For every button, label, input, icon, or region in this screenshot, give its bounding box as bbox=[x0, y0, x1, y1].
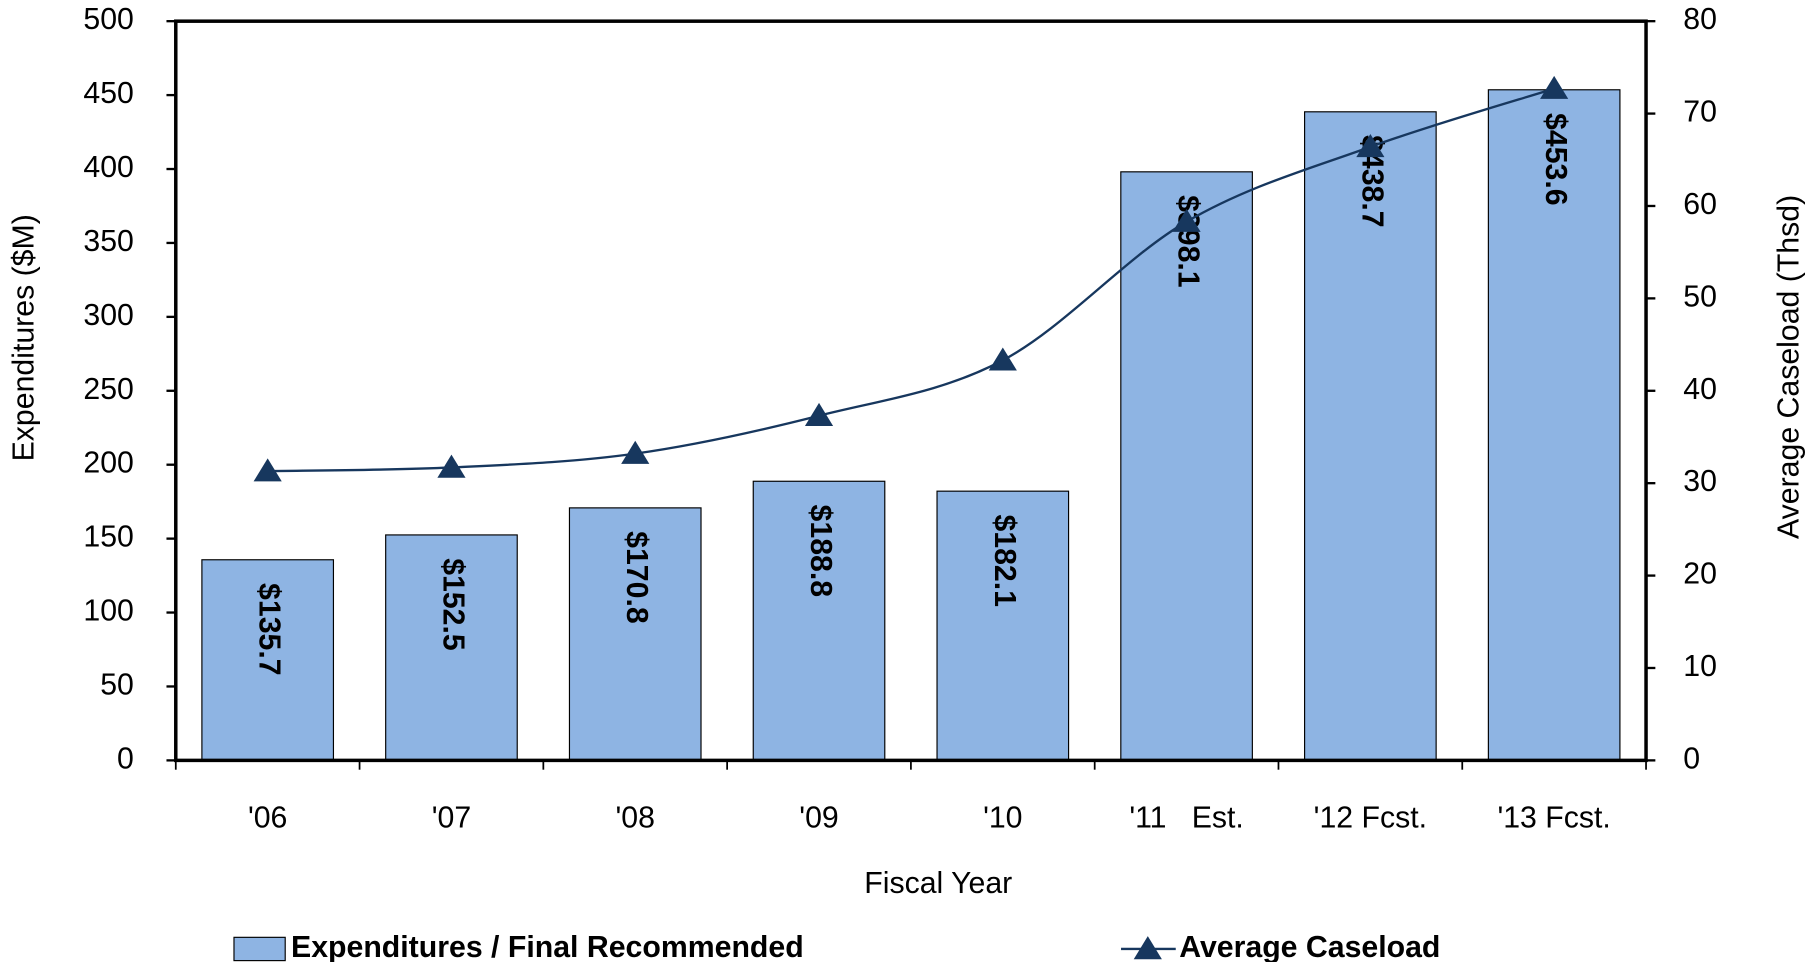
x-tick-label: '13 Fcst. bbox=[1497, 802, 1610, 835]
y2-tick-label: 80 bbox=[1683, 3, 1717, 36]
bar-value-label: $170.8 bbox=[620, 531, 653, 624]
y2-tick-label: 40 bbox=[1683, 373, 1717, 406]
x-tick-label: '07 bbox=[432, 802, 471, 835]
y2-tick-label: 0 bbox=[1683, 742, 1700, 775]
legend-label: Expenditures / Final Recommended bbox=[291, 931, 804, 962]
y2-tick-label: 60 bbox=[1683, 188, 1717, 221]
line-marker bbox=[1540, 75, 1569, 99]
bar bbox=[201, 559, 335, 761]
y-tick-label: 400 bbox=[83, 151, 133, 184]
x-tick-label: '08 bbox=[616, 802, 655, 835]
bar-value-label: $188.8 bbox=[804, 505, 837, 598]
y-tick-label: 200 bbox=[83, 447, 133, 480]
y-axis-title: Expenditures ($M) bbox=[8, 214, 41, 461]
y2-tick-label: 10 bbox=[1683, 650, 1717, 683]
x-tick-label: '11 Est. bbox=[1129, 802, 1244, 835]
legend-swatch bbox=[233, 936, 286, 962]
line-marker bbox=[437, 454, 466, 478]
y-tick-label: 150 bbox=[83, 521, 133, 554]
y-tick-label: 50 bbox=[100, 668, 134, 701]
y2-tick-label: 30 bbox=[1683, 465, 1717, 498]
y-tick-label: 100 bbox=[83, 595, 133, 628]
bar-value-label: $152.5 bbox=[436, 558, 469, 651]
x-tick-label: '10 bbox=[983, 802, 1022, 835]
bar-value-label: $453.6 bbox=[1539, 113, 1572, 206]
y-tick-label: 250 bbox=[83, 373, 133, 406]
line-marker bbox=[253, 458, 282, 482]
legend-label: Average Caseload bbox=[1179, 931, 1440, 962]
legend-marker bbox=[1133, 936, 1162, 960]
x-tick-label: '09 bbox=[799, 802, 838, 835]
line-marker bbox=[621, 440, 650, 464]
bar bbox=[385, 534, 518, 761]
bar-value-label: $135.7 bbox=[253, 583, 286, 676]
line-marker bbox=[1356, 134, 1385, 158]
y2-tick-label: 70 bbox=[1683, 96, 1717, 129]
bar bbox=[1120, 171, 1253, 761]
y-tick-label: 500 bbox=[83, 3, 133, 36]
y-tick-label: 300 bbox=[83, 299, 133, 332]
bar bbox=[568, 507, 702, 761]
line bbox=[267, 87, 1555, 473]
bar bbox=[1304, 111, 1437, 761]
bar bbox=[752, 480, 886, 761]
line-marker bbox=[988, 347, 1017, 371]
x-tick-label: '12 Fcst. bbox=[1314, 802, 1427, 835]
y-tick-label: 450 bbox=[83, 77, 133, 110]
bar-value-label: $398.1 bbox=[1172, 195, 1205, 288]
y2-axis-title: Average Caseload (Thsd) bbox=[1772, 195, 1805, 539]
plot-frame bbox=[174, 19, 1648, 763]
y2-tick-label: 20 bbox=[1683, 558, 1717, 591]
line-marker bbox=[804, 402, 834, 426]
bar bbox=[1487, 89, 1621, 761]
y-tick-label: 0 bbox=[117, 742, 134, 775]
y-tick-label: 350 bbox=[83, 225, 133, 258]
x-axis-title: Fiscal Year bbox=[864, 867, 1012, 900]
bar-value-label: $182.1 bbox=[988, 514, 1021, 607]
x-tick-label: '06 bbox=[248, 802, 287, 835]
y2-tick-label: 50 bbox=[1683, 280, 1717, 313]
line-marker bbox=[1172, 208, 1201, 232]
